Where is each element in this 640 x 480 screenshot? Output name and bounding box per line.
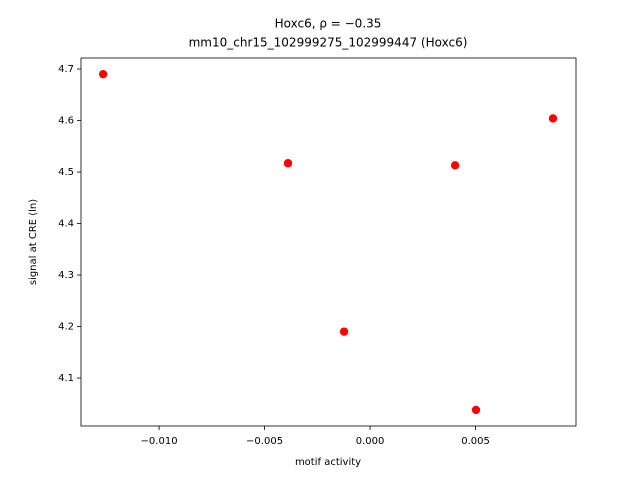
y-tick-label: 4.7 <box>58 64 74 75</box>
x-tick-label: 0.005 <box>461 436 490 447</box>
y-axis-title: signal at CRE (ln) <box>28 199 39 285</box>
y-tick-label: 4.2 <box>58 322 74 333</box>
plot-frame <box>80 57 577 427</box>
point <box>471 405 481 415</box>
y-tick-label: 4.4 <box>58 219 74 230</box>
x-tick-label: −0.005 <box>246 436 283 447</box>
point <box>450 161 460 170</box>
point <box>339 327 349 336</box>
y-tick-label: 4.3 <box>58 270 74 281</box>
point <box>283 159 293 168</box>
point <box>98 69 108 79</box>
y-tick-label: 4.6 <box>58 116 74 127</box>
point <box>548 114 558 123</box>
x-tick-label: 0.000 <box>356 436 385 447</box>
chart-subtitle: mm10_chr15_102999275_102999447 (Hoxc6) <box>189 36 468 50</box>
x-tick-label: −0.010 <box>141 436 178 447</box>
chart-title: Hoxc6, ρ = −0.35 <box>275 17 382 31</box>
y-tick-label: 4.5 <box>58 167 74 178</box>
y-tick-label: 4.1 <box>58 373 74 384</box>
x-axis-title: motif activity <box>295 457 361 468</box>
